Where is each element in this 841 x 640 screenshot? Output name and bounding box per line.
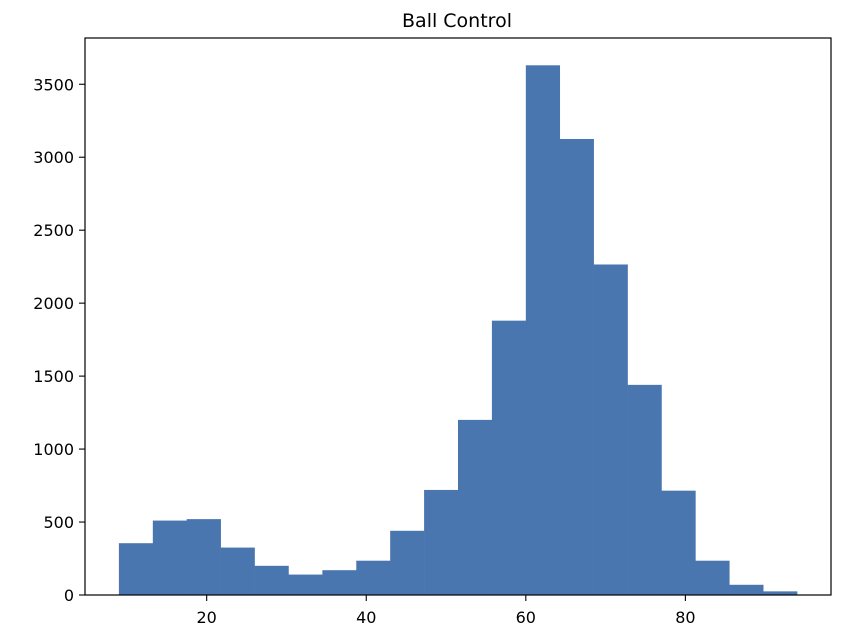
chart-title: Ball Control	[402, 10, 512, 32]
histogram-bar-9	[424, 489, 459, 595]
histogram-bar-19	[763, 591, 798, 595]
x-tick-label-2: 60	[516, 608, 536, 627]
histogram-bar-11	[491, 320, 527, 595]
y-axis-ticks: 0 500 1000 1500 2000 2500 3000 3500	[33, 75, 85, 605]
histogram-bar-3	[220, 547, 255, 595]
y-tick-label-6: 3000	[33, 148, 74, 167]
plot-frame	[84, 37, 832, 596]
x-tick-label-1: 40	[356, 608, 376, 627]
y-tick-label-1: 500	[43, 513, 74, 532]
y-tick-label-3: 1500	[33, 367, 74, 386]
x-axis-ticks: 20 40 60 80	[196, 595, 696, 627]
histogram-bar-16	[661, 490, 696, 595]
histogram-bar-10	[458, 419, 493, 595]
x-tick-label-0: 20	[196, 608, 216, 627]
histogram-bar-12	[525, 65, 561, 595]
histogram-bar-2	[186, 519, 221, 595]
y-tick-label-4: 2000	[33, 294, 74, 313]
histogram-bar-15	[627, 384, 662, 595]
histogram-bar-1	[152, 520, 188, 595]
histogram-bar-17	[695, 560, 730, 595]
histogram-bar-7	[356, 560, 391, 595]
histogram-bar-5	[288, 574, 323, 595]
x-tick-label-3: 80	[675, 608, 695, 627]
y-tick-label-5: 2500	[33, 221, 74, 240]
histogram-bar-8	[390, 530, 425, 595]
histogram-bar-13	[559, 138, 594, 595]
histogram-bar-4	[254, 565, 289, 595]
histogram-bar-14	[593, 264, 628, 595]
histogram-bar-0	[118, 543, 154, 595]
histogram-bar-6	[322, 570, 357, 595]
histogram-bar-18	[729, 584, 764, 595]
histogram-bars	[118, 65, 798, 595]
y-tick-label-7: 3500	[33, 75, 74, 94]
y-tick-label-0: 0	[64, 586, 74, 605]
y-tick-label-2: 1000	[33, 440, 74, 459]
